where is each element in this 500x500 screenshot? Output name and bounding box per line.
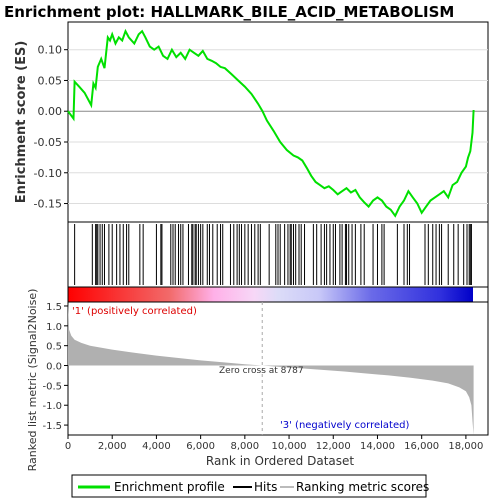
es-panel: 0.10 0.05 0.00 -0.05 -0.10 -0.15 Enrichment s…	[14, 21, 489, 223]
es-y-tick-label: -0.05	[34, 136, 62, 149]
legend: Enrichment profile Hits Ranking metric s…	[71, 474, 429, 498]
metric-y-tick-label: 0.5	[46, 342, 62, 353]
x-tick-label: 0	[65, 441, 71, 452]
negative-correlation-label: '3' (negatively correlated)	[280, 420, 409, 431]
legend-label-enrichment: Enrichment profile	[114, 480, 225, 494]
x-tick-label: 4,000	[142, 441, 171, 452]
metric-y-tick-label: -0.5	[42, 381, 62, 392]
es-y-tick-label: 0.00	[38, 105, 63, 118]
positive-correlation-label: '1' (positively correlated)	[72, 306, 197, 317]
x-ticks: 0 2,000 4,000 6,000 8,000 10,000 12,000 14,000 1…	[65, 435, 483, 452]
es-y-tick-label: 0.10	[38, 44, 63, 57]
es-y-tick-label: 0.05	[38, 74, 63, 87]
x-tick-label: 16,000	[404, 441, 439, 452]
hit-marks	[74, 224, 472, 285]
rank-color-bar	[67, 286, 489, 303]
x-axis-label: Rank in Ordered Dataset	[206, 454, 354, 468]
es-y-tick-label: -0.15	[34, 198, 62, 211]
es-plot-frame	[67, 21, 489, 223]
zero-cross-label: Zero cross at 8787	[219, 366, 304, 376]
chart-title: Enrichment plot: HALLMARK_BILE_ACID_META…	[4, 3, 454, 21]
ranking-metric-area	[68, 302, 474, 435]
enrichment-profile-line	[67, 28, 475, 218]
metric-y-tick-label: 1.5	[46, 302, 62, 313]
metric-y-axis-label: Ranked list metric (Signal2Noise)	[26, 289, 39, 472]
metric-panel: 1.5 1.0 0.5 0.0 -0.5 -1.0 -1.5 0 2,000 4,000 6,00…	[26, 289, 489, 472]
x-tick-label: 8,000	[231, 441, 260, 452]
x-tick-label: 14,000	[360, 441, 395, 452]
x-tick-label: 2,000	[98, 441, 127, 452]
x-tick-label: 6,000	[186, 441, 215, 452]
es-y-tick-label: -0.10	[34, 167, 62, 180]
metric-y-tick-label: -1.5	[42, 421, 62, 432]
es-y-axis-label: Enrichment score (ES)	[14, 41, 29, 204]
legend-label-metric: Ranking metric scores	[296, 480, 429, 494]
metric-y-tick-label: -1.0	[42, 401, 62, 412]
x-tick-label: 18,000	[448, 441, 483, 452]
es-y-ticks: 0.10 0.05 0.00 -0.05 -0.10 -0.15	[34, 44, 68, 211]
x-tick-label: 10,000	[272, 441, 307, 452]
metric-y-tick-label: 0.0	[46, 362, 62, 373]
hits-panel	[67, 221, 489, 288]
color-bar-gradient	[68, 287, 473, 302]
legend-label-hits: Hits	[254, 480, 277, 494]
x-tick-label: 12,000	[316, 441, 351, 452]
metric-y-ticks: 1.5 1.0 0.5 0.0 -0.5 -1.0 -1.5	[42, 302, 68, 432]
metric-y-tick-label: 1.0	[46, 322, 62, 333]
